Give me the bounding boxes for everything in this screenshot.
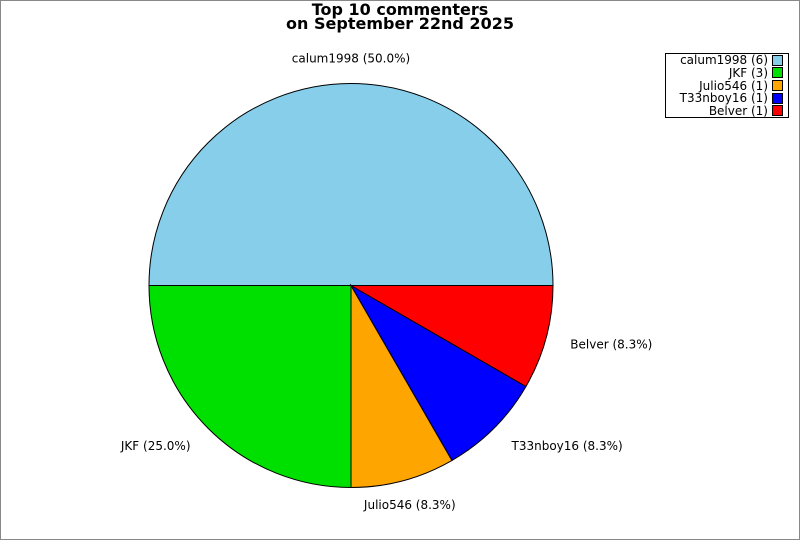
legend-item-calum1998: calum1998 (6)	[666, 54, 788, 67]
pie-slice-t33nboy16	[349, 284, 527, 462]
legend-label: Belver (1)	[708, 103, 768, 118]
pie-slice-julio546	[350, 283, 453, 489]
slice-label-julio546: Julio546 (8.3%)	[363, 498, 456, 512]
legend-item-t33nboy16: T33nboy16 (1)	[666, 92, 788, 105]
pie-slice-calum1998	[148, 83, 554, 286]
legend-swatch-jkf	[772, 67, 783, 79]
legend-item-belver: Belver (1)	[666, 104, 788, 117]
slice-label-t33nboy16: T33nboy16 (8.3%)	[511, 439, 623, 453]
legend-item-jkf: JKF (3)	[666, 67, 788, 80]
pie-slice-jkf	[148, 285, 352, 489]
legend-swatch-belver	[772, 105, 783, 117]
legend-label: Julio546 (1)	[699, 78, 768, 93]
slice-label-calum1998: calum1998 (50.0%)	[292, 52, 410, 66]
legend-label: T33nboy16 (1)	[679, 91, 768, 106]
legend-swatch-t33nboy16	[772, 92, 783, 104]
legend-item-julio546: Julio546 (1)	[666, 79, 788, 92]
chart-title-line1: Top 10 commenters	[311, 0, 489, 19]
slice-label-jkf: JKF (25.0%)	[120, 439, 191, 453]
chart-title-line2: on September 22nd 2025	[286, 13, 514, 33]
legend-swatch-calum1998	[772, 54, 783, 66]
legend-label: calum1998 (6)	[680, 53, 768, 68]
legend: calum1998 (6) JKF (3) Julio546 (1) T33nboy1…	[665, 53, 789, 118]
slice-label-belver: Belver (8.3%)	[570, 337, 652, 351]
legend-swatch-julio546	[772, 80, 783, 91]
chart-title: Top 10 commenters on September 22nd 2025	[1, 0, 799, 33]
legend-label: JKF (3)	[728, 65, 768, 80]
pie-slice-belver	[349, 285, 554, 388]
